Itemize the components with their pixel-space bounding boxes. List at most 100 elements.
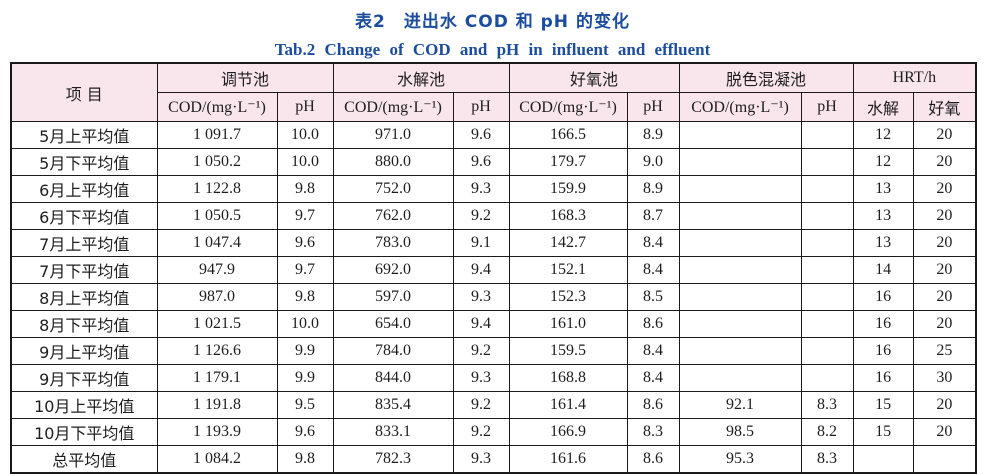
value-cell: 179.7 [508, 148, 628, 176]
row-label-cell: 7月上平均值 [10, 229, 158, 257]
value-cell: 8.4 [626, 364, 680, 392]
table-row: 5月上平均值 1 091.7 10.0 971.0 9.6 166.5 8.9 12 20 [10, 121, 977, 149]
value-cell: 880.0 [332, 148, 454, 176]
table-row: 6月上平均值 1 122.8 9.8 752.0 9.3 159.9 8.9 13 20 [10, 175, 977, 203]
value-cell: 8.7 [626, 202, 680, 230]
row-label-cell: 8月上平均值 [10, 283, 158, 311]
value-cell: 9.8 [276, 175, 334, 203]
subheader-cod-3: COD/(mg·L⁻¹) [508, 92, 628, 122]
value-cell [678, 256, 802, 284]
value-cell: 597.0 [332, 283, 454, 311]
value-cell: 654.0 [332, 310, 454, 338]
value-cell: 8.6 [626, 391, 680, 419]
value-cell [678, 364, 802, 392]
value-cell [800, 337, 854, 365]
row-label-cell: 10月上平均值 [10, 391, 158, 419]
value-cell [678, 283, 802, 311]
value-cell: 8.9 [626, 175, 680, 203]
value-cell: 1 050.5 [156, 202, 278, 230]
table-row: 总平均值 1 084.2 9.8 782.3 9.3 161.6 8.6 95.3 8.3 [10, 445, 977, 474]
value-cell: 20 [912, 310, 977, 338]
value-cell: 1 084.2 [156, 445, 278, 474]
subheader-ph-4: pH [800, 92, 854, 122]
cod-ph-table: 项 目 调节池 水解池 好氧池 脱色混凝池 HRT/h COD/(mg·L⁻¹)… [10, 62, 978, 474]
value-cell: 20 [912, 229, 977, 257]
value-cell: 92.1 [678, 391, 802, 419]
row-label-cell: 8月下平均值 [10, 310, 158, 338]
value-cell: 168.3 [508, 202, 628, 230]
value-cell: 9.6 [452, 148, 510, 176]
subheader-hrt-hydrolysis: 水解 [852, 92, 914, 122]
value-cell: 10.0 [276, 310, 334, 338]
value-cell: 1 193.9 [156, 418, 278, 446]
value-cell: 152.3 [508, 283, 628, 311]
value-cell [800, 256, 854, 284]
value-cell: 159.5 [508, 337, 628, 365]
value-cell: 9.6 [452, 121, 510, 149]
header-group-hrt: HRT/h [852, 62, 977, 93]
header-row-groups: 项 目 调节池 水解池 好氧池 脱色混凝池 HRT/h [10, 62, 977, 122]
row-label-cell: 总平均值 [10, 445, 158, 474]
value-cell: 8.6 [626, 310, 680, 338]
subheader-ph-1: pH [276, 92, 334, 122]
table-header: 项 目 调节池 水解池 好氧池 脱色混凝池 HRT/h COD/(mg·L⁻¹)… [10, 62, 977, 122]
value-cell: 166.5 [508, 121, 628, 149]
value-cell [800, 310, 854, 338]
value-cell [912, 445, 977, 474]
value-cell: 98.5 [678, 418, 802, 446]
value-cell: 9.9 [276, 337, 334, 365]
value-cell: 166.9 [508, 418, 628, 446]
value-cell: 13 [852, 202, 914, 230]
value-cell: 20 [912, 283, 977, 311]
value-cell [800, 175, 854, 203]
value-cell: 9.5 [276, 391, 334, 419]
header-group-regulating-pool: 调节池 [156, 62, 334, 93]
value-cell: 20 [912, 148, 977, 176]
value-cell: 9.8 [276, 445, 334, 474]
value-cell: 833.1 [332, 418, 454, 446]
value-cell: 9.8 [276, 283, 334, 311]
value-cell: 9.2 [452, 202, 510, 230]
table-row: 5月下平均值 1 050.2 10.0 880.0 9.6 179.7 9.0 12 20 [10, 148, 977, 176]
table-row: 6月下平均值 1 050.5 9.7 762.0 9.2 168.3 8.7 13 20 [10, 202, 977, 230]
value-cell: 971.0 [332, 121, 454, 149]
value-cell [678, 310, 802, 338]
value-cell: 1 191.8 [156, 391, 278, 419]
value-cell [678, 148, 802, 176]
value-cell [800, 202, 854, 230]
value-cell: 844.0 [332, 364, 454, 392]
value-cell [800, 121, 854, 149]
value-cell: 20 [912, 418, 977, 446]
value-cell [678, 202, 802, 230]
subheader-cod-1: COD/(mg·L⁻¹) [156, 92, 278, 122]
value-cell: 20 [912, 175, 977, 203]
value-cell: 12 [852, 121, 914, 149]
row-label-cell: 6月上平均值 [10, 175, 158, 203]
value-cell: 159.9 [508, 175, 628, 203]
row-label-cell: 7月下平均值 [10, 256, 158, 284]
value-cell: 9.3 [452, 283, 510, 311]
header-row-sub: COD/(mg·L⁻¹) pH COD/(mg·L⁻¹) pH COD/(mg·… [11, 92, 977, 122]
value-cell: 9.0 [626, 148, 680, 176]
value-cell: 692.0 [332, 256, 454, 284]
value-cell: 9.3 [452, 445, 510, 474]
table-row: 7月下平均值 947.9 9.7 692.0 9.4 152.1 8.4 14 20 [10, 256, 977, 284]
value-cell: 8.6 [626, 445, 680, 474]
value-cell: 987.0 [156, 283, 278, 311]
value-cell: 835.4 [332, 391, 454, 419]
value-cell: 8.4 [626, 229, 680, 257]
value-cell: 9.3 [452, 364, 510, 392]
value-cell: 8.4 [626, 256, 680, 284]
value-cell: 9.6 [276, 229, 334, 257]
table-row: 9月上平均值 1 126.6 9.9 784.0 9.2 159.5 8.4 16 25 [10, 337, 977, 365]
value-cell: 20 [912, 202, 977, 230]
value-cell: 9.7 [276, 256, 334, 284]
value-cell: 9.7 [276, 202, 334, 230]
value-cell: 8.9 [626, 121, 680, 149]
value-cell: 15 [852, 418, 914, 446]
row-label-cell: 6月下平均值 [10, 202, 158, 230]
subheader-ph-2: pH [452, 92, 510, 122]
value-cell: 20 [912, 121, 977, 149]
value-cell: 16 [852, 283, 914, 311]
value-cell: 9.2 [452, 391, 510, 419]
